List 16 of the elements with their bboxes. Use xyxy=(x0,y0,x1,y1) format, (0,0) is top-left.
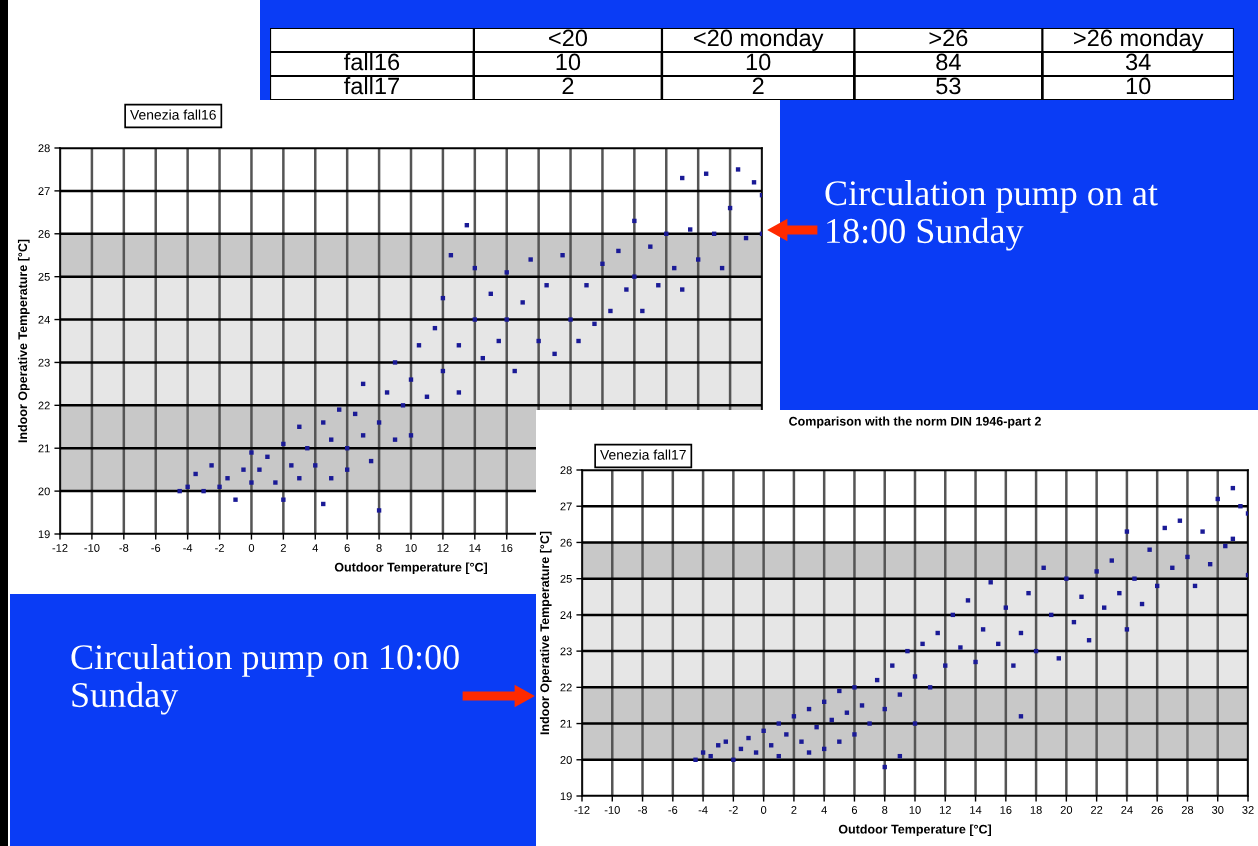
category-label: >26 monday xyxy=(1074,29,1204,52)
text: Circulation pump on 10:00 Sunday xyxy=(71,644,459,715)
category-label: <20 monday xyxy=(694,29,824,52)
data-label: 10 xyxy=(556,53,581,71)
category-label: >26 xyxy=(929,29,968,47)
data-label: 2 xyxy=(562,77,574,95)
data-label: 84 xyxy=(936,53,961,71)
text: fall16 xyxy=(344,53,400,71)
data-label: 2 xyxy=(752,77,764,95)
data-label: 10 xyxy=(1126,77,1151,95)
category-label: <20 xyxy=(549,29,588,47)
data-label: 34 xyxy=(1125,53,1151,71)
text: Circulation pump on at 18:00 Sunday xyxy=(825,180,1158,251)
data-label: 10 xyxy=(746,53,771,71)
text: fall17 xyxy=(344,77,399,95)
data-label: 53 xyxy=(936,77,961,95)
